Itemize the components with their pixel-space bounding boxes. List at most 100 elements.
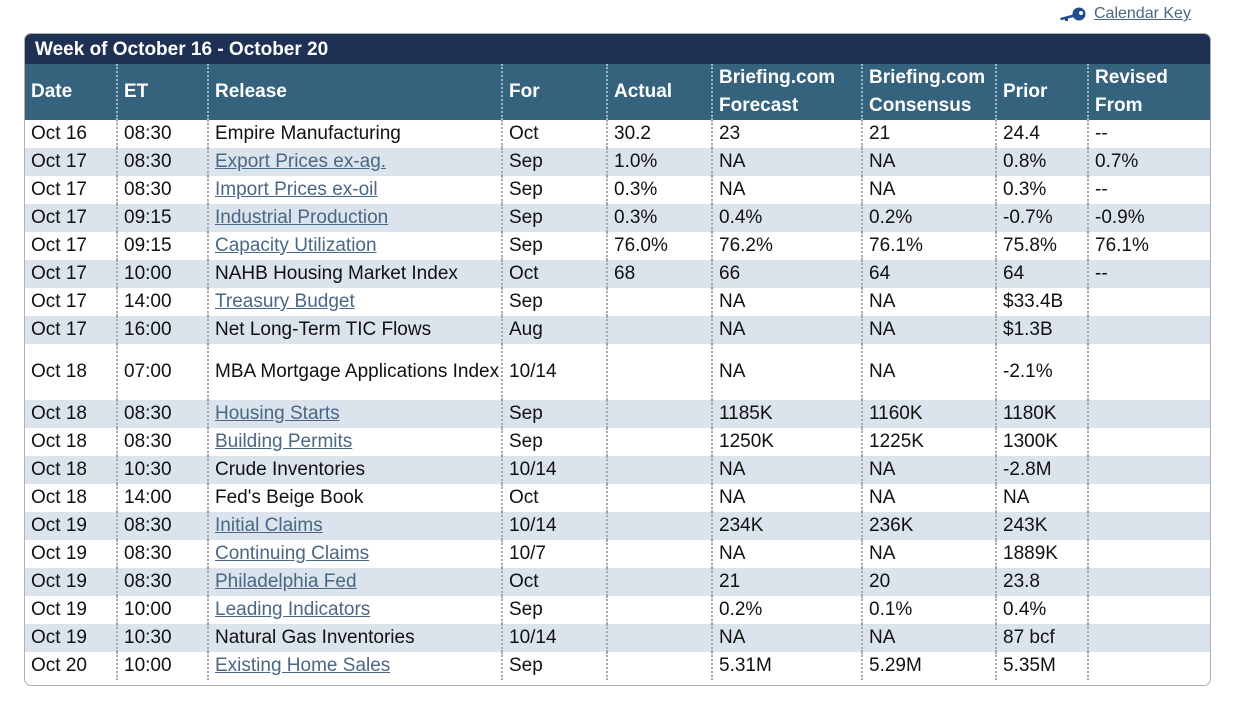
release-link[interactable]: Housing Starts [215, 403, 340, 424]
cell-actual [606, 596, 712, 624]
release-link[interactable]: Initial Claims [215, 515, 323, 536]
cell-forecast: NA [711, 148, 862, 176]
cell-prior: 23.8 [995, 568, 1088, 596]
release-link[interactable]: Export Prices ex-ag. [215, 151, 387, 172]
economic-calendar-panel: Week of October 16 - October 20 Date ET … [24, 33, 1211, 686]
cell-et: 08:30 [116, 176, 208, 204]
cell-actual: 76.0% [606, 232, 712, 260]
cell-for: 10/14 [501, 624, 607, 652]
cell-et: 08:30 [116, 428, 208, 456]
cell-prior: 0.3% [995, 176, 1088, 204]
cell-for: Sep [501, 428, 607, 456]
cell-prior: 1300K [995, 428, 1088, 456]
cell-prior: 243K [995, 512, 1088, 540]
cell-date: Oct 17 [25, 316, 117, 344]
key-icon [1058, 6, 1088, 22]
cell-release: Capacity Utilization [207, 232, 502, 260]
cell-forecast: NA [711, 624, 862, 652]
cell-et: 14:00 [116, 288, 208, 316]
cell-forecast: 1185K [711, 400, 862, 428]
cell-release: Crude Inventories [207, 456, 502, 484]
cell-prior: 5.35M [995, 652, 1088, 680]
table-row: Oct 17 09:15 Industrial Production Sep 0.3% 0… [25, 204, 1210, 232]
table-row: Oct 17 08:30 Export Prices ex-ag. Sep 1.0% NA… [25, 148, 1210, 176]
cell-et: 16:00 [116, 316, 208, 344]
table-row: Oct 18 08:30 Housing Starts Sep 1185K 1160K 11… [25, 400, 1210, 428]
table-row: Oct 17 14:00 Treasury Budget Sep NA NA $33.4B [25, 288, 1210, 316]
header-et: ET [116, 64, 208, 120]
cell-actual [606, 624, 712, 652]
cell-revised [1087, 288, 1210, 316]
cell-date: Oct 17 [31, 179, 87, 200]
header-consensus: Briefing.com Consensus [861, 64, 996, 120]
table-row: Oct 20 10:00 Existing Home Sales Sep 5.31M 5.… [25, 652, 1210, 680]
header-forecast-line1: Briefing.com [719, 67, 836, 88]
cell-forecast: NA [711, 176, 862, 204]
release-link[interactable]: Leading Indicators [215, 599, 371, 620]
cell-et: 07:00 [116, 344, 208, 400]
cell-prior: 1180K [995, 400, 1088, 428]
cell-consensus: NA [861, 624, 996, 652]
cell-actual: 30.2 [606, 120, 712, 148]
cell-revised [1087, 428, 1210, 456]
cell-et: 08:30 [116, 148, 208, 176]
table-row: Oct 19 08:30 Continuing Claims 10/7 NA NA 1889… [25, 540, 1210, 568]
cell-revised: 0.7% [1087, 148, 1210, 176]
header-consensus-line1: Briefing.com [869, 67, 986, 88]
cell-date: Oct 16 [31, 123, 87, 144]
cell-for: Sep [501, 176, 607, 204]
cell-date: Oct 19 [31, 599, 87, 620]
cell-consensus: 21 [861, 120, 996, 148]
release-link[interactable]: Industrial Production [215, 207, 389, 228]
cell-consensus: NA [861, 456, 996, 484]
cell-forecast: NA [711, 344, 862, 400]
cell-forecast: 5.31M [711, 652, 862, 680]
release-link[interactable]: Capacity Utilization [215, 235, 377, 256]
table-row: Oct 19 08:30 Initial Claims 10/14 234K 236K 24… [25, 512, 1210, 540]
cell-date: Oct 18 [31, 361, 87, 382]
cell-actual [606, 344, 712, 400]
cell-revised [1087, 484, 1210, 512]
release-link[interactable]: Import Prices ex-oil [215, 179, 378, 200]
cell-consensus: 1160K [861, 400, 996, 428]
cell-revised: 76.1% [1087, 232, 1210, 260]
cell-release: Import Prices ex-oil [207, 176, 502, 204]
cell-for: Oct [501, 120, 607, 148]
cell-prior: 87 bcf [995, 624, 1088, 652]
release-link[interactable]: Existing Home Sales [215, 655, 391, 676]
cell-et: 09:15 [116, 232, 208, 260]
table-row: Oct 16 08:30 Empire Manufacturing Oct 30.2 23… [25, 120, 1210, 148]
cell-revised [1087, 568, 1210, 596]
calendar-key-link[interactable]: Calendar Key [1058, 4, 1191, 24]
release-link[interactable]: Philadelphia Fed [215, 571, 357, 592]
cell-forecast: 76.2% [711, 232, 862, 260]
cell-actual [606, 428, 712, 456]
cell-prior: -0.7% [995, 204, 1088, 232]
cell-revised [1087, 596, 1210, 624]
header-revised-line2: From [1095, 95, 1143, 116]
table-row: Oct 18 08:30 Building Permits Sep 1250K 1225K… [25, 428, 1210, 456]
cell-prior: $1.3B [995, 316, 1088, 344]
table-row: Oct 19 10:00 Leading Indicators Sep 0.2% 0.1%… [25, 596, 1210, 624]
cell-for: 10/14 [501, 344, 607, 400]
release-link[interactable]: Building Permits [215, 431, 353, 452]
release-link[interactable]: Treasury Budget [215, 291, 355, 312]
cell-date: Oct 17 [25, 148, 117, 176]
cell-consensus: NA [861, 176, 996, 204]
table-row: Oct 18 10:30 Crude Inventories 10/14 NA NA -2.… [25, 456, 1210, 484]
cell-actual [606, 316, 712, 344]
cell-consensus: 64 [861, 260, 996, 288]
header-forecast-line2: Forecast [719, 95, 799, 116]
release-link[interactable]: Continuing Claims [215, 543, 370, 564]
cell-date: Oct 19 [25, 512, 117, 540]
cell-revised [1087, 400, 1210, 428]
cell-date: Oct 18 [25, 400, 117, 428]
cell-et: 08:30 [116, 400, 208, 428]
cell-et: 14:00 [116, 484, 208, 512]
cell-consensus: 76.1% [861, 232, 996, 260]
header-consensus-line2: Consensus [869, 95, 972, 116]
table-header-row: Date ET Release For Actual Briefing.com F… [25, 64, 1210, 120]
cell-consensus: NA [861, 344, 996, 400]
cell-release: MBA Mortgage Applications Index [207, 344, 502, 400]
cell-consensus: 5.29M [861, 652, 996, 680]
